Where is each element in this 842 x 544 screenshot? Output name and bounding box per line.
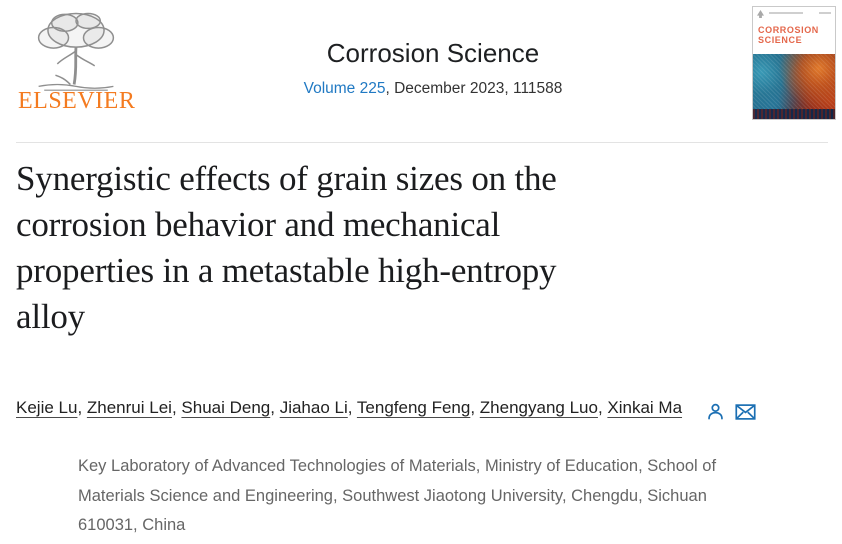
- author-link[interactable]: Jiahao Li: [279, 398, 348, 417]
- author-link[interactable]: Shuai Deng: [181, 398, 271, 417]
- article-title-line: alloy: [16, 297, 85, 336]
- author-separator: ,: [470, 398, 480, 417]
- cover-bottom-strip: materialstoday: [753, 109, 835, 119]
- affiliation-line: Key Laboratory of Advanced Technologies …: [78, 457, 717, 475]
- article-title: Synergistic effects of grain sizes on th…: [16, 156, 806, 340]
- cover-brand-label: materialstoday: [790, 119, 832, 120]
- journal-head: Corrosion Science Volume 225, December 2…: [186, 38, 680, 98]
- author-actions: [696, 401, 756, 421]
- author-list: Kejie Lu, Zhenrui Lei, Shuai Deng, Jiaha…: [16, 398, 826, 421]
- author-link[interactable]: Zhengyang Luo: [479, 398, 598, 417]
- journal-title-link[interactable]: Corrosion Science: [326, 38, 540, 68]
- affiliation-line: 610031, China: [78, 516, 186, 534]
- issue-line: Volume 225, December 2023, 111588: [186, 80, 680, 98]
- envelope-icon[interactable]: [735, 403, 756, 420]
- issue-info: , December 2023, 111588: [385, 80, 563, 97]
- article-title-line: properties in a metastable high-entropy: [16, 251, 557, 290]
- person-icon[interactable]: [706, 402, 725, 421]
- cover-art-image: materialstoday: [753, 54, 835, 119]
- elsevier-tree-icon: [37, 12, 115, 91]
- author-separator: ,: [270, 398, 280, 417]
- header-divider: [16, 142, 828, 143]
- cover-title-line1: CORROSION: [758, 25, 819, 35]
- article-title-line: Synergistic effects of grain sizes on th…: [16, 159, 557, 198]
- author-link[interactable]: Zhenrui Lei: [86, 398, 172, 417]
- affiliation: Key Laboratory of Advanced Technologies …: [78, 452, 798, 541]
- cover-text-bar: [769, 12, 803, 14]
- author-link[interactable]: Kejie Lu: [16, 398, 78, 417]
- volume-link[interactable]: Volume 225: [303, 80, 386, 97]
- article-title-line: corrosion behavior and mechanical: [16, 205, 501, 244]
- journal-cover[interactable]: CORROSION SCIENCE materialstoday: [752, 6, 836, 120]
- cover-title-line2: SCIENCE: [758, 35, 803, 45]
- elsevier-wordmark: ELSEVIER: [18, 88, 136, 114]
- author-link[interactable]: Xinkai Ma: [607, 398, 683, 417]
- author-link[interactable]: Tengfeng Feng: [356, 398, 471, 417]
- affiliation-line: Materials Science and Engineering, South…: [78, 486, 707, 505]
- author-separator: ,: [77, 398, 87, 417]
- author-separator: ,: [347, 398, 357, 417]
- author-separator: ,: [171, 398, 182, 417]
- cover-elsevier-tree-icon: [757, 10, 764, 18]
- elsevier-logo[interactable]: ELSEVIER: [18, 6, 136, 115]
- cover-text-bar: [819, 12, 831, 14]
- cover-title: CORROSION SCIENCE: [753, 20, 835, 45]
- cover-header-marks: [753, 7, 835, 20]
- author-separator: ,: [597, 398, 608, 417]
